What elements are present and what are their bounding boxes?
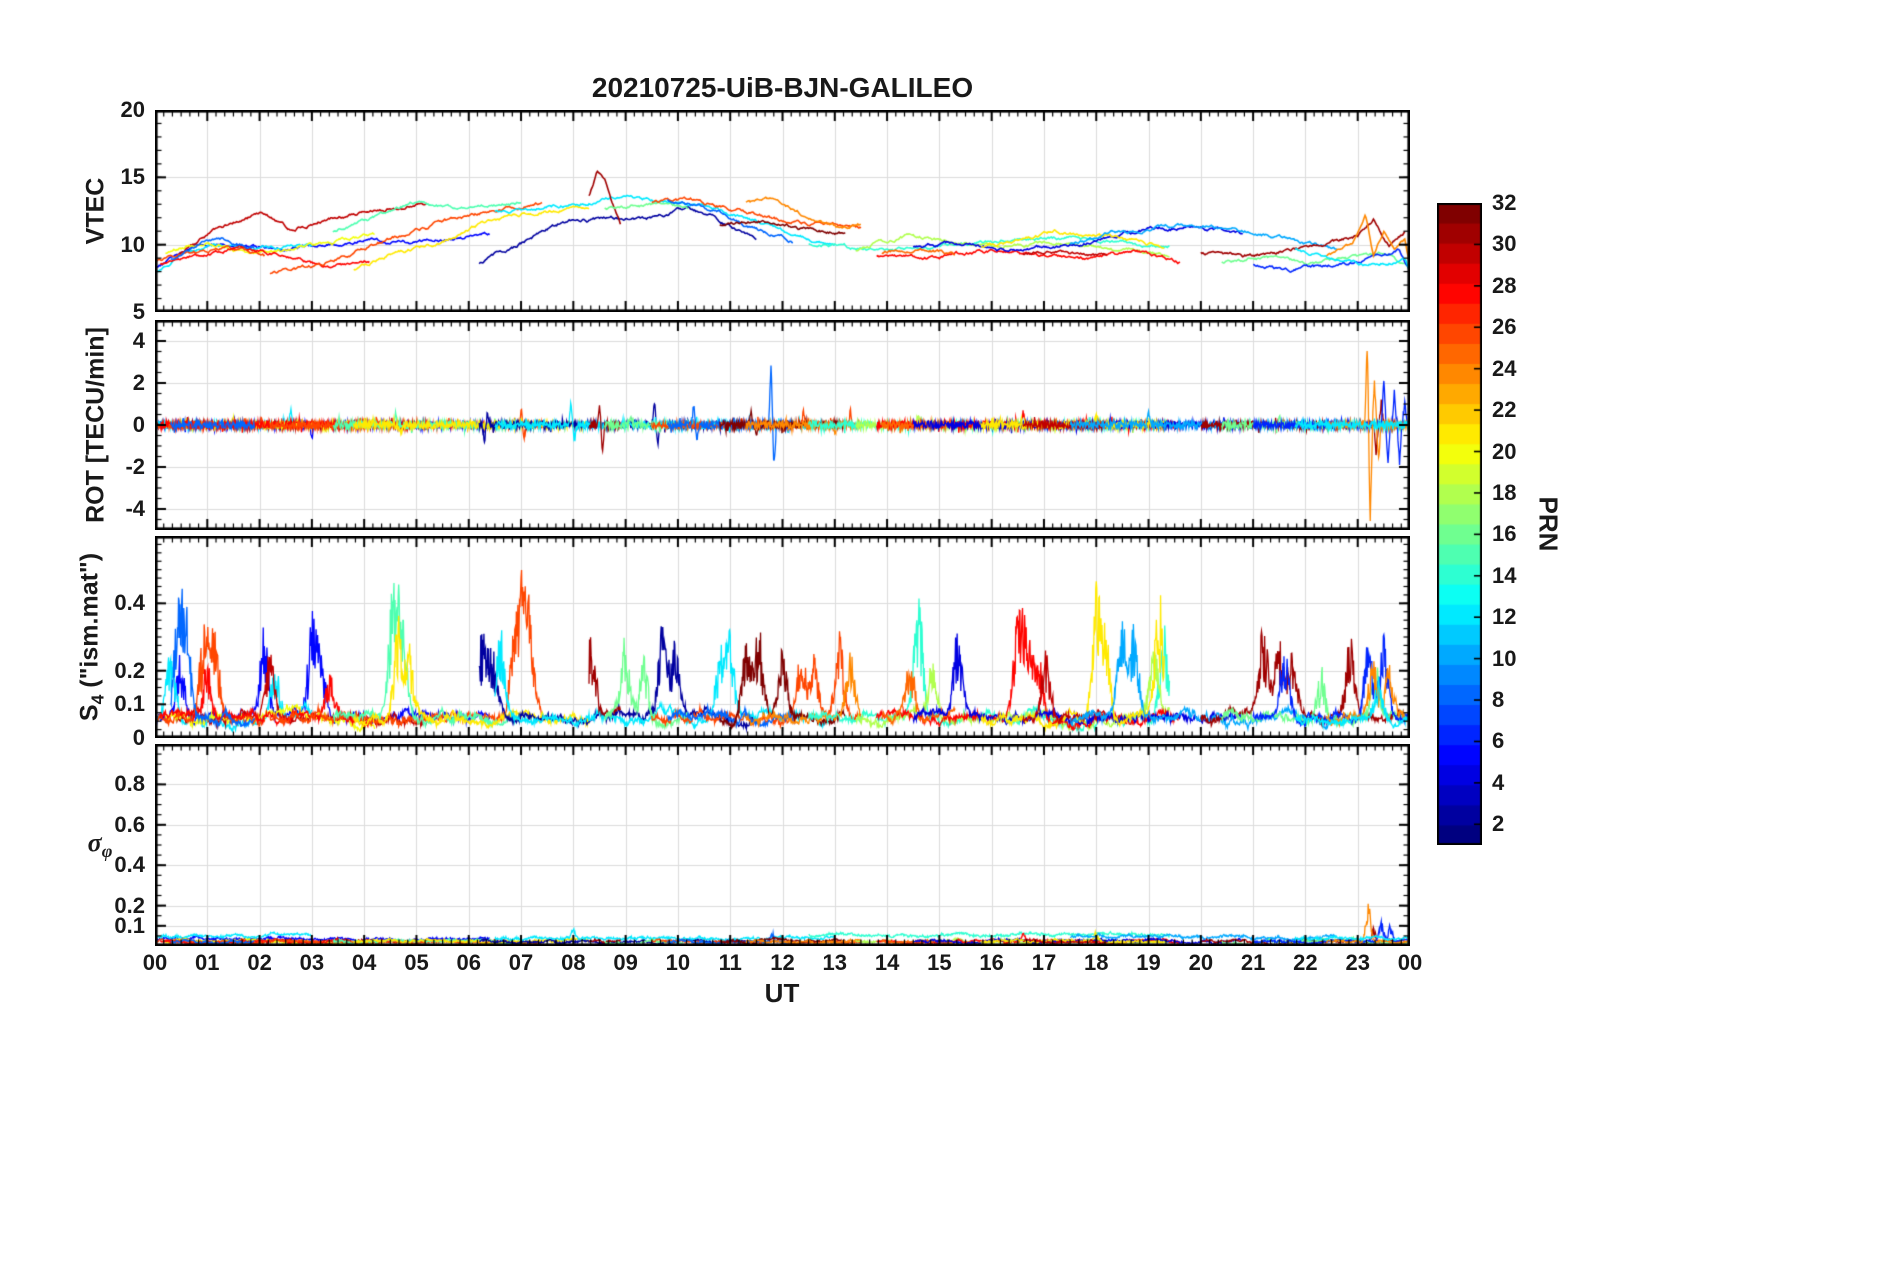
colorbar-tick-label: 16 — [1492, 521, 1517, 547]
x-tick-label: 02 — [247, 950, 272, 975]
sigma-y-tick-label: 0.1 — [114, 912, 145, 938]
x-tick-label: 03 — [299, 950, 325, 975]
chart-title: 20210725-UiB-BJN-GALILEO — [591, 72, 974, 103]
x-tick-label: 13 — [822, 950, 848, 975]
s4-y-tick-label: 0.2 — [114, 657, 145, 683]
vtec-y-tick-label: 5 — [132, 299, 145, 324]
colorbar-tick-label: 8 — [1492, 687, 1505, 713]
sigma-plot-canvas — [155, 744, 1410, 946]
vtec-y-tick-label: 10 — [120, 231, 145, 257]
sigma-y-tick-label: 0.6 — [114, 811, 145, 837]
colorbar-tick-label: 4 — [1492, 769, 1505, 795]
rot-y-tick-label: -2 — [125, 454, 145, 479]
x-tick-label: 18 — [1084, 950, 1109, 975]
x-tick-label: 16 — [979, 950, 1004, 975]
vtec-y-tick-label: 15 — [120, 164, 145, 190]
colorbar-tick-label: 2 — [1492, 811, 1505, 837]
colorbar-tick-label: 24 — [1492, 355, 1517, 381]
s4-plot-canvas — [155, 536, 1410, 738]
sigma-axis-label: σφ — [88, 828, 113, 862]
colorbar-tick-label: 22 — [1492, 397, 1517, 423]
colorbar-tick-label: 32 — [1492, 190, 1517, 215]
x-tick-label: 17 — [1031, 950, 1057, 975]
colorbar — [1437, 203, 1482, 845]
vtec-plot-canvas — [155, 110, 1410, 312]
x-tick-label: 08 — [561, 950, 586, 975]
sigma-y-tick-label: 0.8 — [114, 771, 145, 797]
colorbar-tick-label: 10 — [1492, 645, 1517, 671]
colorbar-label: PRN — [1533, 496, 1564, 552]
x-tick-label: 06 — [456, 950, 481, 975]
x-tick-label: 23 — [1345, 950, 1370, 975]
s4-y-tick-label: 0 — [132, 725, 145, 750]
sigma-label-main: σ — [87, 827, 102, 857]
x-tick-label: 04 — [351, 950, 377, 975]
x-tick-label: 19 — [1136, 950, 1161, 975]
x-tick-label: 07 — [508, 950, 534, 975]
x-tick-label: 01 — [195, 950, 220, 975]
sigma-y-tick-label: 0.4 — [114, 852, 145, 878]
x-tick-label: 00 — [1397, 950, 1423, 975]
x-tick-label: 20 — [1188, 950, 1214, 975]
x-tick-label: 00 — [142, 950, 168, 975]
x-tick-label: 21 — [1240, 950, 1266, 975]
x-tick-label: 11 — [718, 950, 742, 975]
s4-y-tick-label: 0.4 — [114, 590, 145, 616]
colorbar-tick-label: 6 — [1492, 728, 1505, 754]
rot-y-tick-label: 4 — [132, 328, 145, 353]
vtec-y-tick-label: 20 — [120, 97, 145, 122]
rot-y-tick-label: -4 — [125, 496, 145, 521]
colorbar-tick-label: 20 — [1492, 438, 1517, 464]
colorbar-tick-label: 14 — [1492, 562, 1517, 588]
rot-y-tick-label: 0 — [132, 412, 145, 437]
rot-y-tick-label: 2 — [132, 370, 145, 395]
sigma-label-sub: φ — [101, 841, 113, 862]
x-tick-label: 10 — [665, 950, 691, 975]
colorbar-tick-label: 30 — [1492, 231, 1517, 257]
rot-plot-canvas — [155, 320, 1410, 530]
s4-y-tick-label: 0.1 — [114, 691, 145, 717]
x-axis-label: UT — [764, 978, 800, 1008]
colorbar-tick-label: 26 — [1492, 314, 1517, 340]
sigma-y-tick-label: 0.2 — [114, 892, 145, 918]
colorbar-tick-label: 28 — [1492, 272, 1517, 298]
x-tick-label: 22 — [1293, 950, 1318, 975]
colorbar-tick-label: 18 — [1492, 479, 1517, 505]
x-tick-label: 15 — [927, 950, 952, 975]
x-tick-label: 09 — [613, 950, 638, 975]
x-tick-label: 05 — [404, 950, 429, 975]
colorbar-tick-label: 12 — [1492, 604, 1517, 630]
x-tick-label: 14 — [874, 950, 900, 975]
x-tick-label: 12 — [770, 950, 795, 975]
